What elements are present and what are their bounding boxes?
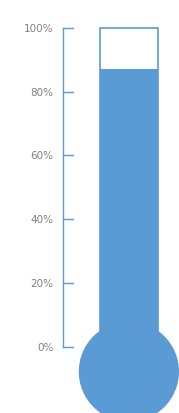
Text: 80%: 80% [31,88,54,97]
Text: 0%: 0% [37,342,54,352]
Bar [100,29,158,347]
Text: 60%: 60% [31,151,54,161]
Text: 100%: 100% [24,24,54,34]
Ellipse shape [79,322,179,413]
Text: 40%: 40% [31,215,54,225]
Bar [100,70,158,347]
Text: 20%: 20% [31,278,54,288]
